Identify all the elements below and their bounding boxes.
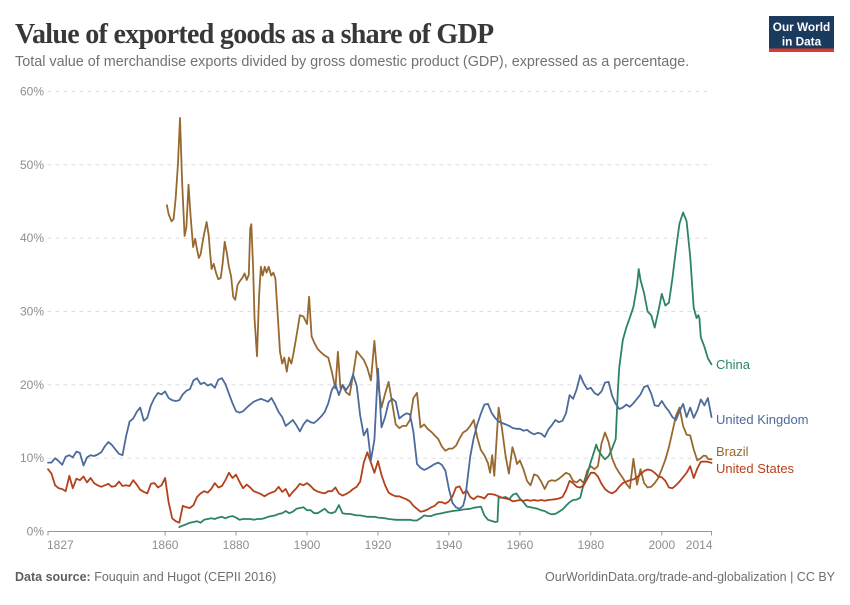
svg-text:Value of exported goods as a s: Value of exported goods as a share of GD… — [15, 19, 494, 50]
svg-text:Brazil: Brazil — [716, 444, 749, 459]
svg-text:1940: 1940 — [436, 538, 463, 552]
svg-text:1920: 1920 — [365, 538, 392, 552]
svg-text:10%: 10% — [20, 451, 44, 465]
svg-text:United Kingdom: United Kingdom — [716, 412, 809, 427]
svg-text:United States: United States — [716, 461, 795, 476]
svg-text:1980: 1980 — [577, 538, 604, 552]
svg-text:40%: 40% — [20, 231, 44, 245]
svg-text:0%: 0% — [27, 525, 45, 539]
svg-text:30%: 30% — [20, 305, 44, 319]
svg-text:1900: 1900 — [294, 538, 321, 552]
svg-text:Our World: Our World — [773, 20, 830, 34]
svg-text:60%: 60% — [20, 85, 44, 99]
svg-text:1960: 1960 — [507, 538, 534, 552]
svg-text:2014: 2014 — [686, 538, 713, 552]
svg-text:Total value of merchandise exp: Total value of merchandise exports divid… — [15, 54, 689, 70]
svg-text:1880: 1880 — [223, 538, 250, 552]
svg-text:50%: 50% — [20, 158, 44, 172]
svg-text:1827: 1827 — [47, 538, 74, 552]
svg-text:20%: 20% — [20, 378, 44, 392]
svg-text:2000: 2000 — [648, 538, 675, 552]
svg-text:China: China — [716, 357, 751, 372]
svg-text:1860: 1860 — [152, 538, 179, 552]
svg-text:Data source: Fouquin and Hugot: Data source: Fouquin and Hugot (CEPII 20… — [15, 570, 276, 584]
svg-text:in Data: in Data — [782, 35, 822, 49]
svg-text:OurWorldinData.org/trade-and-g: OurWorldinData.org/trade-and-globalizati… — [545, 570, 836, 584]
